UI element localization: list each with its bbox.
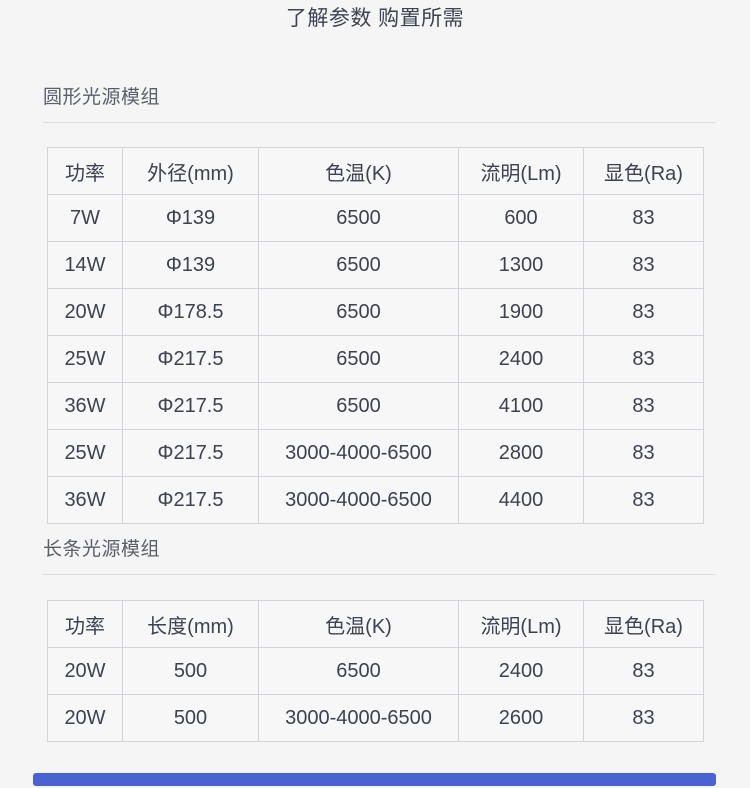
column-header: 流明(Lm) [458,600,584,648]
table-cell: 4400 [458,476,584,524]
section-divider [43,122,716,123]
table-cell: 36W [47,476,123,524]
table-cell: 1900 [458,288,584,336]
table-cell: Φ217.5 [122,382,259,430]
table-cell: 6500 [258,194,459,242]
strip-module-spec-table: 功率 长度(mm) 色温(K) 流明(Lm) 显色(Ra) 20W 500 6500 2400… [47,600,704,742]
table-row: 14W Φ139 6500 1300 83 [47,241,704,289]
table-cell: 2600 [458,694,584,742]
table-cell: 6500 [258,647,459,695]
table-cell: 83 [583,694,704,742]
column-header: 显色(Ra) [583,600,704,648]
table-cell: 20W [47,647,123,695]
section-divider [43,574,716,575]
table-header-row: 功率 长度(mm) 色温(K) 流明(Lm) 显色(Ra) [47,600,704,648]
table-cell: 83 [583,194,704,242]
table-row: 25W Φ217.5 3000-4000-6500 2800 83 [47,429,704,477]
table-cell: 3000-4000-6500 [258,429,459,477]
table-cell: 2400 [458,647,584,695]
table-cell: 20W [47,694,123,742]
column-header: 功率 [47,600,123,648]
table-cell: 20W [47,288,123,336]
round-module-spec-table: 功率 外径(mm) 色温(K) 流明(Lm) 显色(Ra) 7W Φ139 6500 600 8… [47,147,704,524]
table-header-row: 功率 外径(mm) 色温(K) 流明(Lm) 显色(Ra) [47,147,704,195]
column-header: 长度(mm) [122,600,259,648]
table-cell: Φ178.5 [122,288,259,336]
table-cell: 36W [47,382,123,430]
table-cell: 3000-4000-6500 [258,694,459,742]
column-header: 功率 [47,147,123,195]
table-cell: Φ217.5 [122,335,259,383]
table-cell: 6500 [258,288,459,336]
table-cell: 500 [122,647,259,695]
table-cell: 600 [458,194,584,242]
column-header: 显色(Ra) [583,147,704,195]
table-cell: Φ217.5 [122,429,259,477]
table-cell: 83 [583,647,704,695]
table-cell: 6500 [258,241,459,289]
column-header: 流明(Lm) [458,147,584,195]
table-cell: 83 [583,335,704,383]
column-header: 外径(mm) [122,147,259,195]
table-cell: 25W [47,429,123,477]
table-cell: 2800 [458,429,584,477]
table-cell: 2400 [458,335,584,383]
table-row: 36W Φ217.5 3000-4000-6500 4400 83 [47,476,704,524]
table-cell: 3000-4000-6500 [258,476,459,524]
table-cell: 7W [47,194,123,242]
column-header: 色温(K) [258,600,459,648]
table-row: 25W Φ217.5 6500 2400 83 [47,335,704,383]
table-cell: 83 [583,382,704,430]
table-cell: 6500 [258,335,459,383]
table-cell: 83 [583,429,704,477]
table-row: 20W 500 3000-4000-6500 2600 83 [47,694,704,742]
table-cell: 25W [47,335,123,383]
section-heading-strip-module: 长条光源模组 [43,539,161,560]
table-cell: Φ217.5 [122,476,259,524]
table-row: 20W 500 6500 2400 83 [47,647,704,695]
table-row: 7W Φ139 6500 600 83 [47,194,704,242]
page-title: 了解参数 购置所需 [285,7,465,30]
table-cell: 83 [583,241,704,289]
table-cell: 4100 [458,382,584,430]
table-row: 20W Φ178.5 6500 1900 83 [47,288,704,336]
table-cell: 6500 [258,382,459,430]
bottom-accent-bar [33,773,716,786]
table-cell: Φ139 [122,194,259,242]
table-cell: 500 [122,694,259,742]
table-cell: 83 [583,476,704,524]
table-cell: 14W [47,241,123,289]
table-cell: 83 [583,288,704,336]
section-heading-round-module: 圆形光源模组 [43,87,161,108]
table-cell: Φ139 [122,241,259,289]
table-cell: 1300 [458,241,584,289]
table-row: 36W Φ217.5 6500 4100 83 [47,382,704,430]
column-header: 色温(K) [258,147,459,195]
